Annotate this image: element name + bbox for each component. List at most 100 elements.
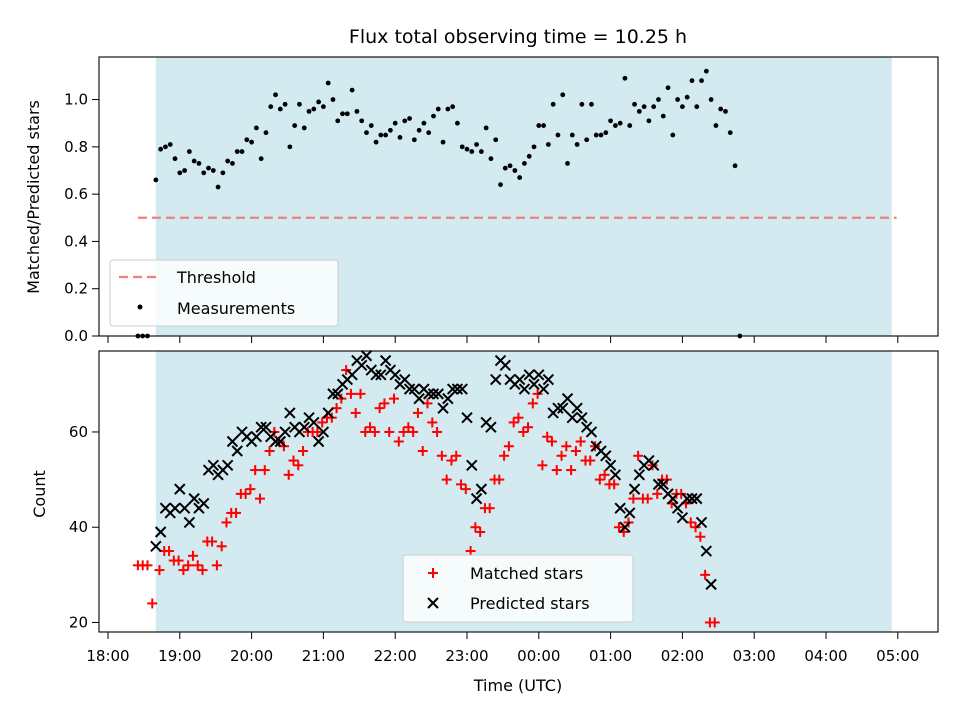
measurement-point	[589, 101, 594, 107]
matched-star-point	[207, 536, 218, 547]
predicted-star-point	[269, 435, 282, 448]
measurement-point	[397, 134, 403, 140]
measurement-point	[622, 75, 628, 81]
measurement-point	[708, 97, 714, 102]
measurement-point	[215, 184, 221, 190]
predicted-star-point	[221, 459, 234, 472]
measurement-point	[718, 106, 724, 112]
matched-star-point	[173, 555, 184, 566]
measurement-point	[440, 139, 446, 145]
measurement-point	[541, 123, 546, 128]
measurement-point	[182, 168, 187, 173]
measurement-point	[474, 142, 479, 147]
legend-predicted-label: Predicted stars	[470, 594, 590, 613]
matched-star-point	[642, 493, 653, 504]
measurement-point	[407, 116, 412, 121]
predicted-star-point	[456, 383, 468, 395]
x-tick-label: 23:00	[445, 647, 488, 665]
predicted-star-point	[542, 373, 555, 386]
measurement-point	[287, 144, 293, 150]
measurement-point	[268, 104, 274, 110]
matched-star-point	[345, 388, 356, 399]
predicted-star-point	[298, 421, 310, 433]
predicted-star-point	[466, 459, 478, 472]
measurement-point	[555, 132, 561, 138]
matched-star-point	[293, 460, 304, 471]
predicted-star-point	[485, 421, 497, 433]
predicted-star-point	[667, 492, 679, 505]
measurement-point	[694, 104, 700, 110]
predicted-star-point	[183, 516, 196, 529]
matched-star-point	[412, 407, 423, 418]
matched-star-point	[432, 426, 443, 437]
x-tick-label: 01:00	[589, 647, 632, 665]
measurement-point	[244, 137, 250, 143]
x-axis-label: Time (UTC)	[473, 676, 562, 695]
matched-star-point	[393, 436, 404, 447]
measurement-point	[277, 106, 283, 112]
measurement-point	[584, 137, 590, 143]
measurement-point	[617, 120, 623, 126]
predicted-star-point	[490, 373, 502, 386]
matched-star-point	[211, 560, 222, 571]
matched-star-point	[154, 565, 165, 576]
measurement-point	[253, 125, 259, 131]
measurement-point	[349, 87, 355, 93]
measurement-point	[646, 118, 652, 124]
measurement-point	[459, 144, 465, 150]
measurement-point	[689, 78, 695, 84]
x-tick-label: 20:00	[230, 647, 273, 665]
predicted-star-point	[442, 392, 454, 405]
predicted-star-point	[379, 354, 392, 367]
matched-star-point	[231, 507, 242, 518]
bottom-y-ticks: 20 40 60	[69, 423, 99, 631]
x-tick-label: 22:00	[374, 647, 417, 665]
measurement-point	[416, 127, 422, 133]
matched-star-point	[408, 426, 419, 437]
matched-star-point	[470, 522, 481, 533]
measurement-point	[636, 108, 642, 114]
matched-star-point	[613, 522, 624, 533]
matched-star-point	[417, 446, 428, 457]
legend-measurements-label: Measurements	[177, 299, 295, 318]
measurement-point	[196, 160, 202, 166]
measurement-point	[732, 163, 738, 169]
top-y-tick-label: 0.6	[64, 185, 88, 203]
measurement-point	[488, 156, 494, 162]
predicted-star-point	[403, 383, 416, 395]
predicted-star-point	[691, 492, 703, 505]
top-axes-frame	[98, 56, 939, 337]
predicted-star-point	[633, 469, 646, 481]
measurement-point	[560, 92, 566, 98]
measurement-point	[469, 149, 475, 154]
predicted-star-point	[284, 407, 296, 419]
measurement-point	[431, 113, 436, 119]
x-tick-label: 18:00	[86, 647, 129, 665]
predicted-star-point	[322, 407, 334, 419]
predicted-star-point	[585, 426, 598, 438]
matched-star-point	[384, 426, 395, 437]
measurement-point	[450, 104, 456, 110]
matched-star-point	[551, 465, 562, 476]
predicted-star-point	[154, 526, 167, 538]
matched-star-point	[187, 550, 198, 561]
measurement-point	[675, 97, 681, 102]
predicted-star-point	[571, 402, 583, 414]
matched-star-point	[542, 431, 553, 442]
matched-star-point	[147, 598, 158, 609]
measurement-point	[206, 165, 211, 171]
top-y-ticks: 0.0 0.2 0.4 0.6 0.8 1.0	[64, 91, 99, 345]
predicted-star-point	[652, 478, 665, 491]
measurement-point	[603, 130, 609, 136]
predicted-star-point	[686, 492, 698, 505]
matched-star-point	[537, 460, 548, 471]
measurement-point	[239, 149, 245, 154]
matched-star-point	[312, 426, 323, 437]
top-x-ticks	[107, 336, 899, 343]
measurement-point	[201, 170, 207, 176]
measurement-point	[574, 142, 580, 147]
measurement-point	[627, 123, 633, 128]
matched-star-point	[259, 465, 270, 476]
bottom-axes-frame	[98, 350, 939, 633]
measurement-point	[665, 85, 671, 91]
